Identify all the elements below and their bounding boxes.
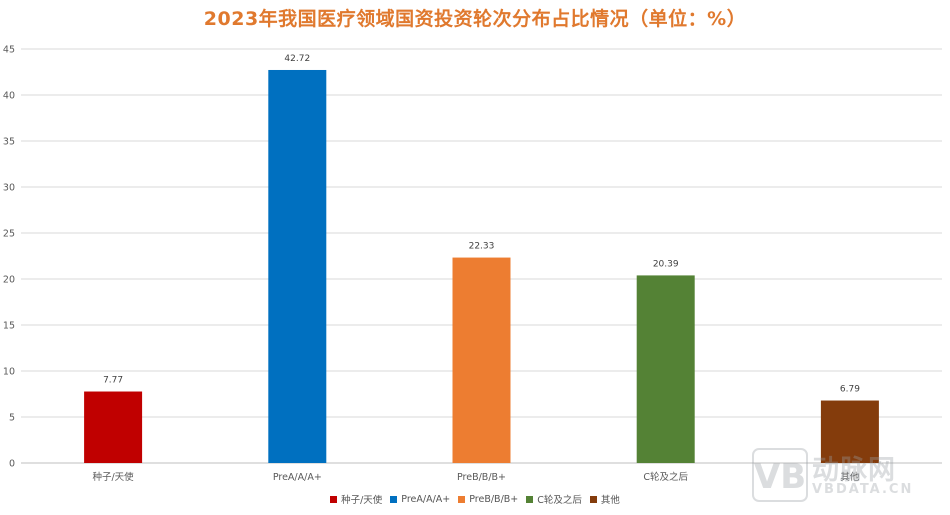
data-label-series-b: 22.33 (469, 242, 495, 252)
watermark-text-en: VBDATA.CN (812, 482, 914, 497)
x-tick-label-series-b: PreB/B/B+ (457, 472, 506, 483)
y-tick-label: 0 (9, 459, 15, 470)
y-tick-label: 35 (3, 137, 15, 148)
y-tick-label: 5 (9, 413, 15, 424)
bar-seed (84, 391, 143, 463)
bar-series-c (636, 275, 695, 463)
bar-series-b (452, 257, 511, 463)
legend-item-series-c: C轮及之后 (526, 492, 582, 506)
legend-swatch-series-a (390, 495, 398, 503)
chart-legend: 种子/天使 PreA/A/A+ PreB/B/B+ C轮及之后 其他 (0, 492, 950, 506)
legend-swatch-seed (330, 495, 338, 503)
data-label-series-a: 42.72 (284, 54, 310, 64)
x-tick-label-series-a: PreA/A/A+ (273, 472, 322, 483)
y-tick-label: 10 (3, 367, 15, 378)
legend-label-other: 其他 (600, 495, 620, 506)
x-tick-label-other: 其他 (840, 471, 860, 483)
watermark-text-cn: 动脉网 (812, 455, 896, 486)
y-tick-label: 25 (3, 229, 15, 240)
legend-label-seed: 种子/天使 (341, 495, 383, 506)
legend-swatch-other (589, 495, 597, 503)
legend-swatch-series-b (458, 495, 466, 503)
legend-item-series-a: PreA/A/A+ (390, 492, 450, 506)
legend-label-series-a: PreA/A/A+ (401, 493, 451, 505)
x-tick-label-series-c: C轮及之后 (643, 471, 688, 483)
x-tick-label-seed: 种子/天使 (92, 471, 134, 483)
y-tick-label: 30 (3, 183, 15, 194)
bar-other (820, 400, 879, 463)
y-tick-label: 20 (3, 275, 15, 286)
y-tick-label: 40 (3, 91, 15, 102)
y-tick-label: 15 (3, 321, 15, 332)
watermark-logo-letters: VB (754, 457, 806, 497)
legend-item-other: 其他 (589, 492, 620, 506)
legend-item-series-b: PreB/B/B+ (458, 492, 518, 506)
data-label-other: 6.79 (840, 385, 860, 395)
y-tick-label: 45 (3, 45, 15, 56)
legend-label-series-c: C轮及之后 (537, 495, 582, 506)
data-label-seed: 7.77 (103, 376, 123, 386)
watermark: VB 动脉网 VBDATA.CN (752, 446, 942, 504)
legend-label-series-b: PreB/B/B+ (469, 493, 519, 505)
chart-title: 2023年我国医疗领域国资投资轮次分布占比情况（单位：%） (203, 8, 747, 30)
data-label-series-c: 20.39 (653, 259, 679, 269)
watermark-logo-icon: VB (752, 448, 808, 502)
legend-item-seed: 种子/天使 (330, 492, 382, 506)
bar-series-a (268, 69, 327, 463)
legend-swatch-series-c (526, 495, 534, 503)
